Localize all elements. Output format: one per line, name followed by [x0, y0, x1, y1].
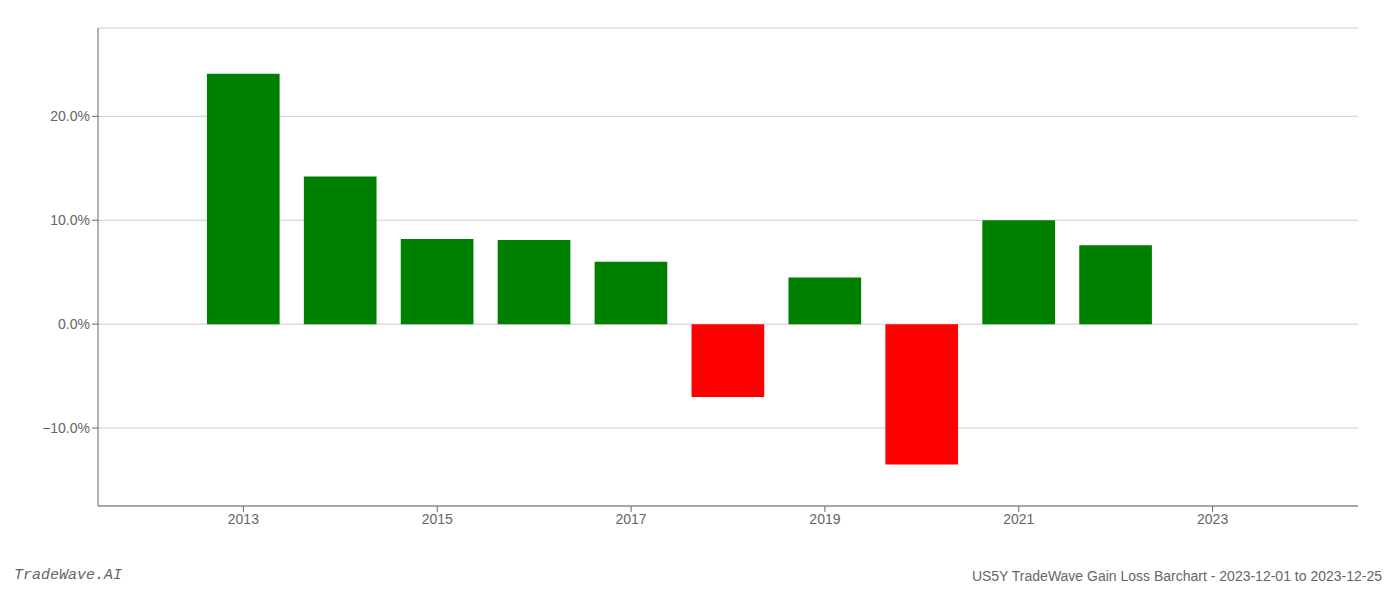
- svg-text:2017: 2017: [615, 511, 646, 527]
- svg-text:2021: 2021: [1003, 511, 1034, 527]
- svg-text:2015: 2015: [422, 511, 453, 527]
- svg-text:2013: 2013: [228, 511, 259, 527]
- svg-text:2023: 2023: [1197, 511, 1228, 527]
- svg-text:2019: 2019: [809, 511, 840, 527]
- svg-text:20.0%: 20.0%: [50, 108, 90, 124]
- html-text:TradeWave.AI: TradeWave.AI: [14, 567, 122, 584]
- svg-text:10.0%: 10.0%: [50, 212, 90, 228]
- svg-text:0.0%: 0.0%: [58, 316, 90, 332]
- svg-text:−10.0%: −10.0%: [42, 420, 90, 436]
- html-text:US5Y TradeWave Gain Loss Barch: US5Y TradeWave Gain Loss Barchart - 2023…: [971, 568, 1382, 584]
